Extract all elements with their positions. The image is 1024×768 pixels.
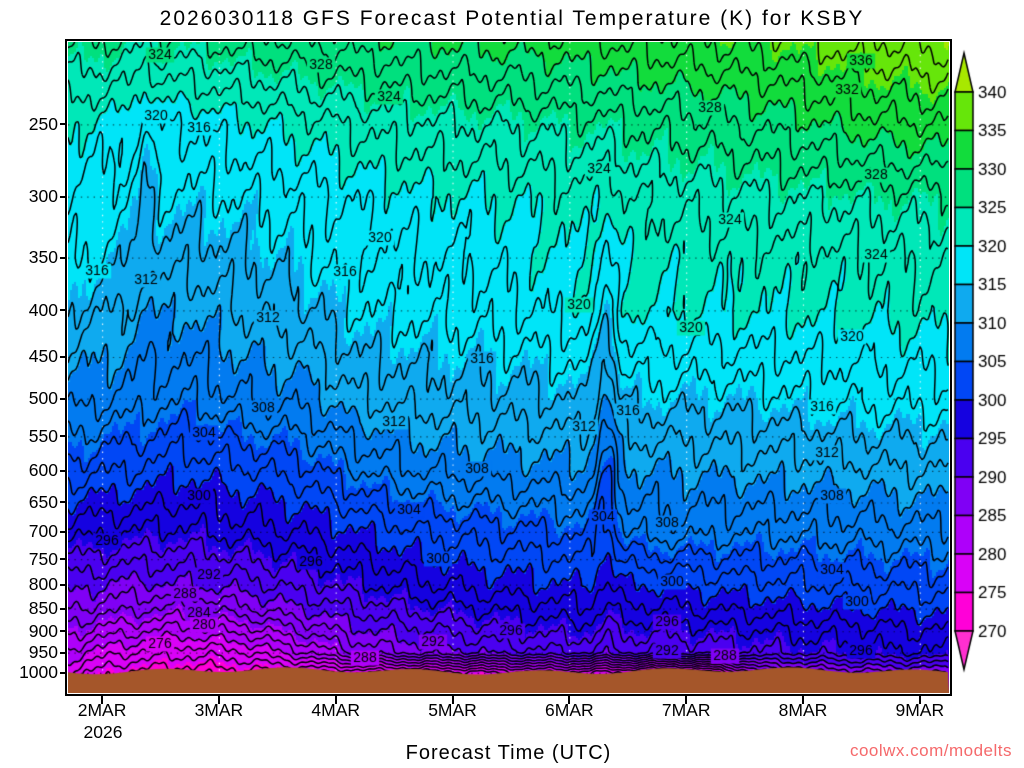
theta-contour-canvas <box>68 42 949 693</box>
y-tick-mark <box>60 530 65 533</box>
y-tick-mark <box>60 309 65 312</box>
y-tick-label: 500 <box>28 388 58 409</box>
y-tick-mark <box>60 558 65 561</box>
y-tick-mark <box>60 397 65 400</box>
y-tick-mark <box>60 435 65 438</box>
x-tick-label: 4MAR <box>311 700 361 720</box>
y-tick-label: 900 <box>28 620 58 641</box>
y-tick-label: 550 <box>28 425 58 446</box>
y-tick-mark <box>60 607 65 610</box>
x-tick-mark <box>568 696 571 704</box>
watermark: coolwx.com/modelts <box>849 741 1012 760</box>
x-tick-label: 9MAR <box>895 700 945 720</box>
y-tick-label: 850 <box>28 598 58 619</box>
y-tick-mark <box>60 256 65 259</box>
y-tick-label: 800 <box>28 574 58 595</box>
y-tick-label: 950 <box>28 642 58 663</box>
colorbar <box>948 46 1024 691</box>
x-tick-mark <box>801 696 804 704</box>
y-tick-label: 250 <box>28 113 58 134</box>
x-tick-mark <box>685 696 688 704</box>
x-tick-label: 5MAR <box>428 700 477 720</box>
y-tick-mark <box>60 469 65 472</box>
x-tick-label: 3MAR <box>194 700 244 720</box>
x-tick-mark <box>918 696 921 704</box>
y-tick-mark <box>60 355 65 358</box>
y-tick-label: 400 <box>28 299 58 320</box>
y-tick-mark <box>60 671 65 674</box>
x-axis-title: Forecast Time (UTC) <box>405 742 612 764</box>
chart-title: 2026030118 GFS Forecast Potential Temper… <box>159 7 865 30</box>
x-tick-label: 6MAR <box>545 700 594 720</box>
x-tick-mark <box>217 696 220 704</box>
y-tick-label: 700 <box>28 521 58 542</box>
y-tick-label: 1000 <box>19 662 58 683</box>
year-label: 2026 <box>83 722 123 742</box>
x-tick-mark <box>101 696 104 704</box>
y-tick-label: 350 <box>28 247 58 268</box>
y-tick-label: 650 <box>28 491 58 512</box>
x-tick-label: 8MAR <box>778 700 828 720</box>
y-tick-mark <box>60 195 65 198</box>
y-tick-mark <box>60 583 65 586</box>
y-tick-mark <box>60 123 65 126</box>
y-tick-label: 600 <box>28 460 58 481</box>
y-tick-mark <box>60 651 65 654</box>
y-tick-label: 450 <box>28 346 58 367</box>
y-tick-mark <box>60 630 65 633</box>
x-tick-label: 7MAR <box>661 700 711 720</box>
x-tick-mark <box>451 696 454 704</box>
x-tick-mark <box>334 696 337 704</box>
y-tick-label: 750 <box>28 548 58 569</box>
x-tick-label: 2MAR <box>77 700 127 720</box>
y-tick-mark <box>60 501 65 504</box>
y-tick-label: 300 <box>28 186 58 207</box>
